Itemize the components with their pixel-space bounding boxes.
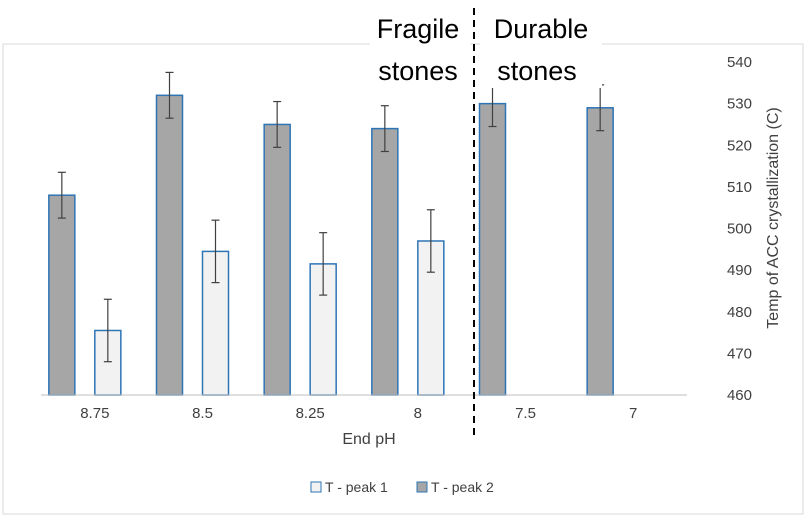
bar-peak-1-8.5 bbox=[201, 250, 230, 396]
x-tick-label: 8.5 bbox=[192, 405, 213, 422]
y-axis-title: Temp of ACC crystallization (C) bbox=[765, 107, 782, 328]
legend: T - peak 1 T - peak 2 bbox=[310, 479, 494, 495]
legend-swatch-peak-1 bbox=[310, 481, 322, 493]
fragile-label-bg bbox=[370, 6, 470, 88]
x-tick-label: 8 bbox=[414, 405, 422, 422]
y-tick-label: 460 bbox=[727, 387, 752, 404]
bar-peak-2-8 bbox=[371, 127, 399, 396]
y-tick-label: 530 bbox=[727, 96, 752, 113]
bar-peak-2-7.5 bbox=[478, 102, 507, 396]
bar-peak-2-8.25 bbox=[263, 123, 291, 396]
bar-peak-2-8.5 bbox=[155, 94, 184, 396]
fragile-label-line1: Fragile bbox=[377, 14, 460, 44]
y-tick-label: 490 bbox=[727, 262, 752, 279]
y-tick-label: 510 bbox=[727, 179, 752, 196]
x-tick-label: 8.25 bbox=[296, 405, 325, 422]
error-bar-peak-2-8.5 bbox=[165, 71, 174, 119]
error-bar-peak-1-8.25 bbox=[319, 232, 328, 296]
x-tick-label: 7 bbox=[629, 405, 637, 422]
error-bar-peak-2-8.75 bbox=[57, 171, 66, 219]
error-bar-peak-2-8.25 bbox=[273, 100, 282, 148]
y-tick-label: 500 bbox=[727, 221, 752, 238]
y-tick-label: 480 bbox=[727, 304, 752, 321]
x-tick-label: 8.75 bbox=[80, 405, 109, 422]
error-bar-peak-1-8.75 bbox=[103, 298, 112, 363]
bar-peak-2-8.75 bbox=[48, 194, 76, 396]
error-bars-layer bbox=[57, 71, 605, 363]
legend-label-peak-2: T - peak 2 bbox=[431, 479, 494, 495]
y-tick-label: 470 bbox=[727, 345, 752, 362]
legend-label-peak-1: T - peak 1 bbox=[325, 479, 388, 495]
bar-peak-2-7 bbox=[586, 107, 614, 396]
y-tick-label: 520 bbox=[727, 137, 752, 154]
error-bar-peak-1-8.5 bbox=[211, 219, 220, 284]
y-tick-labels: 460 470 480 490 500 510 520 530 540 bbox=[727, 54, 752, 404]
fragile-label-line2: stones bbox=[378, 56, 458, 86]
durable-label-line1: Durable bbox=[494, 14, 589, 44]
chart-border bbox=[2, 43, 804, 515]
x-tick-labels: 8.75 8.5 8.25 8 7.5 7 bbox=[80, 405, 637, 422]
y-tick-label: 540 bbox=[727, 54, 752, 71]
durable-label-line2: stones bbox=[497, 56, 577, 86]
legend-swatch-peak-2 bbox=[416, 481, 428, 493]
error-bar-peak-1-8 bbox=[426, 209, 435, 273]
x-tick-label: 7.5 bbox=[515, 405, 536, 422]
durable-label-bg bbox=[480, 6, 602, 88]
x-axis-title: End pH bbox=[342, 431, 395, 448]
error-bar-peak-2-8 bbox=[380, 105, 389, 153]
